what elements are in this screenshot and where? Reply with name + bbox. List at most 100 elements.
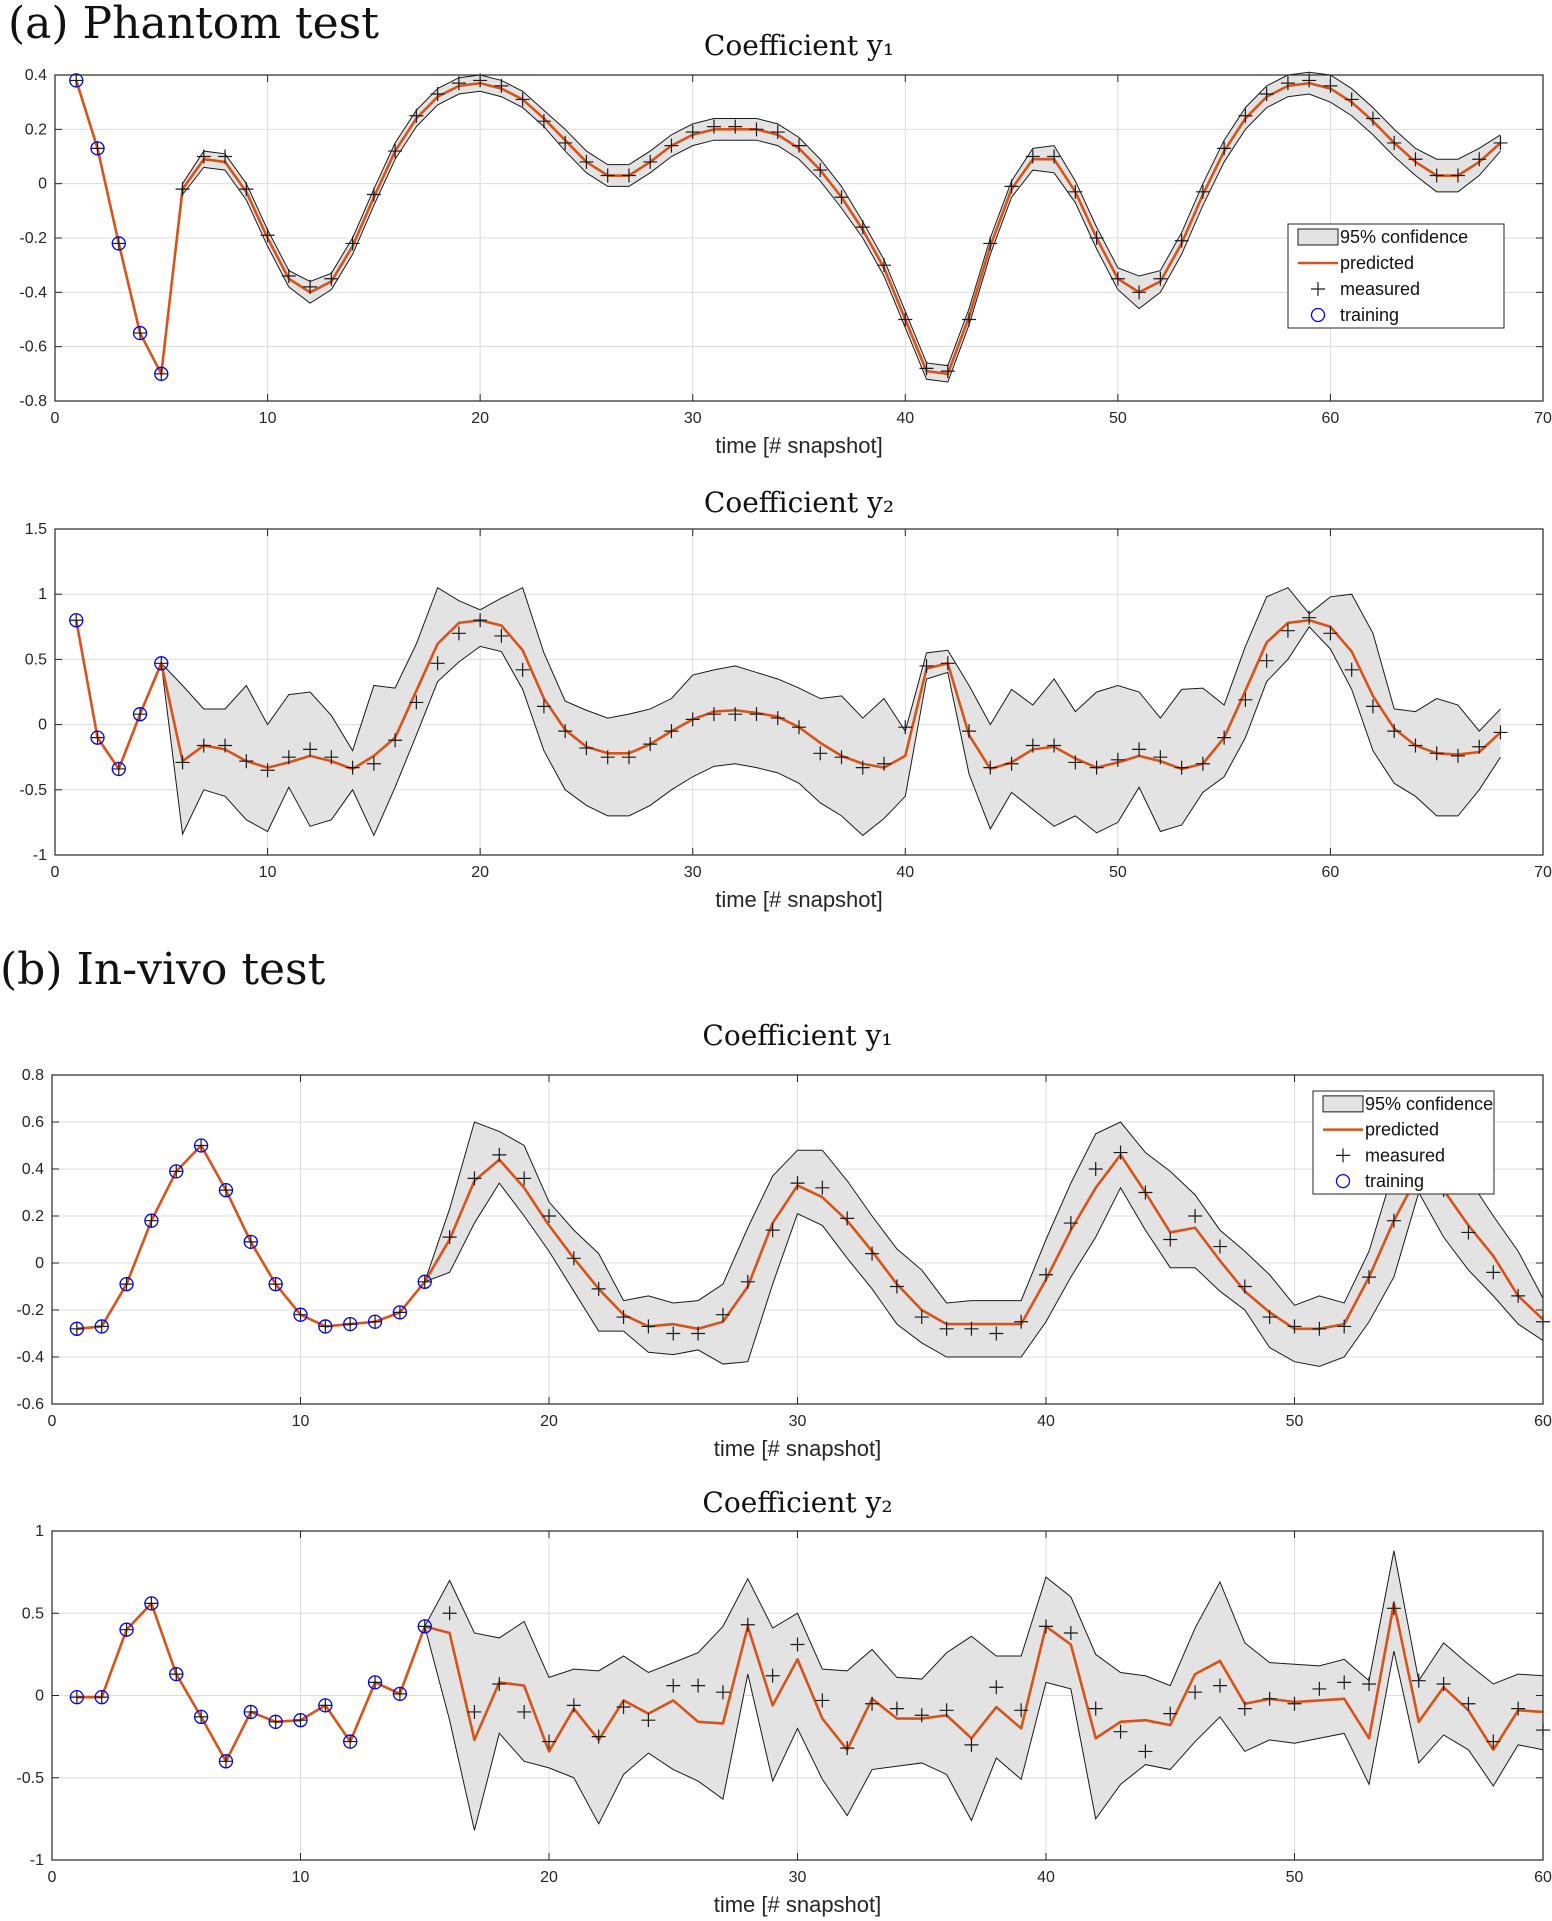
training-point [69,1689,84,1705]
legend-training-swatch [1335,1173,1351,1189]
x-axis-label: time [# snapshot] [715,433,883,458]
measured-point [1132,742,1147,757]
measured-point [1411,1673,1426,1688]
measured-point [600,750,615,765]
measured-point [691,1678,706,1693]
measured-point [558,135,573,150]
measured-point [898,312,913,327]
training-point [318,1698,333,1713]
x-axis-label: time [# snapshot] [714,1892,882,1917]
measured-point [792,720,806,735]
measured-point [691,1326,706,1341]
measured-point [989,1326,1004,1341]
training-point [293,1713,308,1728]
measured-point [770,711,785,726]
chart-title: Coefficient y₁ [702,1019,892,1052]
measured-point [194,1709,209,1724]
measured-point [1039,1267,1053,1282]
x-tick-label: 60 [1534,1413,1552,1430]
measured-point [1068,755,1083,770]
measured-point [813,163,828,178]
measured-point [591,1281,606,1296]
measured-point [69,1690,84,1705]
measured-point [133,707,148,722]
measured-point [666,1326,681,1341]
measured-point [388,144,403,159]
legend: 95% confidence predicted measured training [1312,1090,1495,1195]
measured-point [517,1171,532,1186]
measured-point [542,1209,556,1223]
measured-point [1237,1701,1252,1716]
measured-point [1429,168,1444,183]
confidence-band [76,1122,1544,1367]
training-point [69,1321,84,1336]
measured-point [1287,1696,1302,1711]
measured-point [1280,623,1295,638]
measured-point [515,92,530,107]
confidence-upper-edge [75,71,1501,376]
measured-point [169,1667,184,1682]
measured-point [865,1246,880,1261]
measured-point [940,656,955,671]
measured-point [494,78,509,93]
measured-point [728,707,743,722]
measured-point [706,707,721,722]
measured-point [790,1637,805,1652]
measured-point [940,364,955,379]
x-tick-label: 60 [1534,1869,1552,1886]
measured-point [765,1223,780,1238]
legend-measured-swatch [1311,282,1325,296]
training-point [132,707,148,722]
training-point [367,1675,383,1690]
training-point [343,1734,358,1749]
measured-point [1436,1676,1451,1691]
measured-point [1287,1319,1302,1334]
section-a-title: (a) Phantom test [8,0,379,49]
measured-point [1188,1209,1203,1223]
measured-point [1163,1232,1178,1247]
measured-point [366,756,381,771]
measured-point [685,125,700,140]
measured-point [1217,730,1232,745]
measured-point [442,1606,457,1621]
x-tick-label: 20 [471,410,489,427]
training-point [69,613,84,628]
training-point [343,1316,358,1332]
legend-measured-label: measured [1365,1145,1445,1165]
measured-point [914,1708,929,1723]
measured-point [813,746,828,761]
x-axis-label: time [# snapshot] [714,1436,882,1461]
x-tick-label: 10 [259,410,277,427]
measured-point [749,707,764,722]
confidence-lower-edge [75,620,1501,837]
measured-point [243,1234,258,1249]
training-point [154,656,169,671]
training-point [144,1596,159,1611]
measured-point [268,1277,283,1292]
y-tick-label: -0.4 [16,1349,44,1366]
y-tick-label: -0.5 [16,1770,44,1787]
training-point [132,325,148,341]
training-point [193,1709,209,1725]
measured-point [1014,1314,1029,1329]
x-tick-label: 70 [1534,410,1552,427]
x-tick-label: 60 [1322,410,1340,427]
measured-point [388,733,403,748]
measured-point [1063,1216,1078,1231]
measured-point [1362,1676,1377,1691]
measured-point [536,699,551,714]
y-tick-label: -0.5 [19,782,47,799]
measured-point [579,154,594,169]
measured-point [430,656,445,671]
legend-measured-swatch [1336,1148,1350,1163]
measured-point [1188,1685,1203,1700]
measured-point [1068,184,1083,199]
measured-point [119,1277,134,1292]
training-point [144,1213,159,1228]
measured-point [536,114,551,129]
measured-point [154,656,169,671]
chart-title: Coefficient y₂ [702,1486,892,1519]
measured-point [685,712,700,727]
measured-point [621,168,636,183]
chart-b2: 0 10 20 30 40 50 60 -1 -0.5 0 0.5 1 Coefficient y₂ ti… [16,1486,1552,1917]
